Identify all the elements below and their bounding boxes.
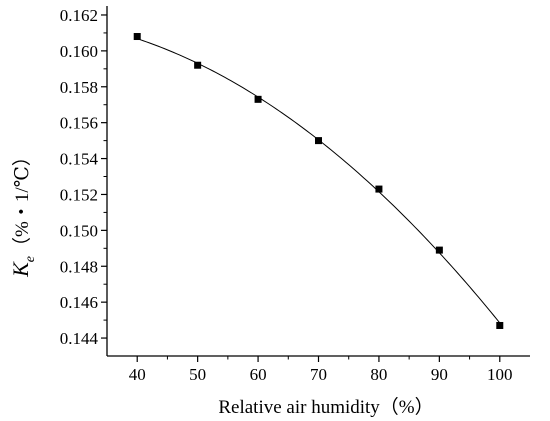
axes <box>106 6 530 357</box>
plot-area <box>133 33 504 329</box>
x-tick-label: 70 <box>310 365 327 384</box>
x-tick-label: 40 <box>129 365 146 384</box>
x-tick-label: 90 <box>431 365 448 384</box>
y-tick-label: 0.144 <box>60 329 99 348</box>
data-point-marker <box>133 33 141 41</box>
y-axis-label: Ke（%・1/℃） <box>8 147 38 278</box>
y-tick-label: 0.154 <box>60 150 99 169</box>
y-axis-label-symbol: K <box>8 261 33 278</box>
data-point-marker <box>435 246 443 254</box>
y-axis-label-subscript: e <box>23 256 38 262</box>
data-point-marker <box>375 185 383 193</box>
y-tick-label: 0.146 <box>60 293 98 312</box>
y-tick-label: 0.150 <box>60 221 98 240</box>
y-tick-label: 0.160 <box>60 42 98 61</box>
data-point-marker <box>254 95 262 103</box>
y-tick-label: 0.152 <box>60 185 98 204</box>
series-line <box>137 38 501 324</box>
x-tick-label: 100 <box>487 365 513 384</box>
data-point-marker <box>194 61 202 69</box>
x-tick-label: 50 <box>189 365 206 384</box>
y-tick-label: 0.158 <box>60 78 98 97</box>
x-axis-label: Relative air humidity（%） <box>218 396 433 418</box>
data-point-marker <box>315 137 322 145</box>
x-tick-label: 60 <box>250 365 267 384</box>
x-tick-label: 80 <box>370 365 387 384</box>
y-tick-label: 0.162 <box>60 6 98 25</box>
y-tick-label: 0.148 <box>60 257 98 276</box>
data-point-marker <box>496 321 504 329</box>
x-axis-ticks: 40 50 60 70 80 90 100 <box>129 356 513 384</box>
y-axis-ticks: 0.144 0.146 0.148 0.150 0.152 0.154 0.156 0.158… <box>60 6 107 348</box>
y-axis-label-unit: （%・1/℃） <box>11 147 33 256</box>
y-tick-label: 0.156 <box>60 114 98 133</box>
